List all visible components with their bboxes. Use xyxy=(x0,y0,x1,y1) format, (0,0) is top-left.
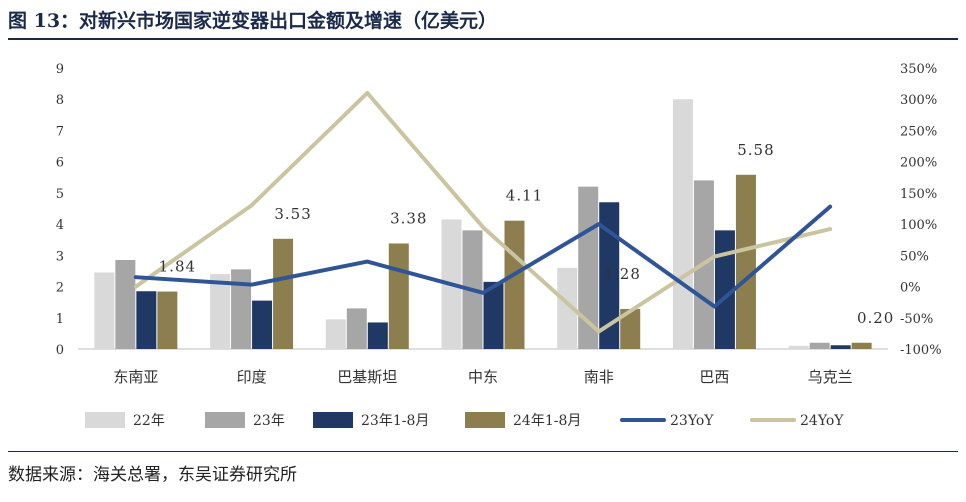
line-23yoy xyxy=(133,204,833,309)
y2-tick-label: -50% xyxy=(900,312,933,327)
legend-label: 24年1-8月 xyxy=(513,413,581,429)
y2-tick-label: 300% xyxy=(900,93,937,108)
y2-tick-label: 350% xyxy=(900,62,937,77)
bar-2 xyxy=(231,269,252,349)
category-label: 东南亚 xyxy=(113,368,158,386)
bar-1 xyxy=(672,99,693,349)
legend-swatch xyxy=(465,412,505,428)
bar-4 xyxy=(157,291,178,349)
bar-3 xyxy=(483,281,504,349)
category-label: 乌克兰 xyxy=(808,368,853,386)
legend-swatch xyxy=(205,412,245,428)
y-tick-label: 7 xyxy=(56,124,64,139)
legend-label: 24YoY xyxy=(800,413,844,429)
bar-1 xyxy=(325,319,346,349)
data-label: 3.38 xyxy=(390,209,427,227)
y-tick-label: 2 xyxy=(56,281,64,296)
y-tick-label: 0 xyxy=(56,343,64,358)
legend-swatch xyxy=(313,412,353,428)
data-label: 3.53 xyxy=(274,205,311,223)
bar-4 xyxy=(273,238,294,349)
category-label: 中东 xyxy=(468,368,498,386)
legend-label: 23年 xyxy=(253,413,285,429)
legend-label: 22年 xyxy=(133,413,165,429)
y2-tick-label: 200% xyxy=(900,156,937,171)
chart: 0 1 2 3 4 5 6 7 8 9 -100% -50% 0% 50% 100% 150% 200% 250%… xyxy=(56,62,942,429)
bar-3 xyxy=(252,300,273,349)
y2-tick-label: 250% xyxy=(900,124,937,139)
chart-title: 图 13：对新兴市场国家逆变器出口金额及增速（亿美元） xyxy=(8,10,498,32)
legend-swatch xyxy=(85,412,125,428)
bar-4 xyxy=(388,243,409,349)
bar-4 xyxy=(504,220,525,349)
y2-tick-label: 50% xyxy=(900,249,929,264)
y-tick-label: 1 xyxy=(56,312,64,327)
source-rule xyxy=(8,451,958,452)
data-label: 1.84 xyxy=(159,258,196,276)
bar-3 xyxy=(367,322,388,349)
category-label: 巴基斯坦 xyxy=(337,368,397,386)
bar-4 xyxy=(735,174,756,349)
bar-3 xyxy=(136,291,157,349)
bar-1 xyxy=(210,274,231,349)
category-label: 南非 xyxy=(584,368,614,386)
bar-2 xyxy=(809,342,830,349)
bar-3 xyxy=(830,345,851,349)
y-tick-label: 8 xyxy=(56,93,64,108)
bar-1 xyxy=(788,345,809,349)
bar-3 xyxy=(599,202,620,349)
data-label: 1.28 xyxy=(604,265,641,283)
category-label: 印度 xyxy=(237,368,267,386)
y2-tick-label: 150% xyxy=(900,187,937,202)
bar-1 xyxy=(557,267,578,349)
y-tick-label: 9 xyxy=(56,62,64,77)
bar-1 xyxy=(94,272,115,349)
y-tick-label: 4 xyxy=(56,218,64,233)
category-label: 巴西 xyxy=(699,368,729,386)
bar-4 xyxy=(620,309,641,349)
bar-4 xyxy=(851,342,872,349)
data-label: 4.11 xyxy=(506,187,543,205)
y2-tick-label: 0% xyxy=(900,281,921,296)
y2-tick-label: -100% xyxy=(900,343,942,358)
source-note: 数据来源：海关总署，东吴证券研究所 xyxy=(8,465,297,485)
data-label: 5.58 xyxy=(737,141,774,159)
bar-3 xyxy=(714,230,735,349)
y-tick-label: 3 xyxy=(56,249,64,264)
bar-2 xyxy=(115,260,136,349)
y-tick-label: 5 xyxy=(56,187,64,202)
line-24yoy xyxy=(133,90,833,334)
legend-label: 23年1-8月 xyxy=(361,413,429,429)
legend-label: 23YoY xyxy=(670,413,714,429)
y-tick-label: 6 xyxy=(56,156,64,171)
title-rule xyxy=(8,38,958,40)
data-label: 0.20 xyxy=(857,309,894,327)
y2-tick-label: 100% xyxy=(900,218,937,233)
bar-2 xyxy=(346,308,367,349)
